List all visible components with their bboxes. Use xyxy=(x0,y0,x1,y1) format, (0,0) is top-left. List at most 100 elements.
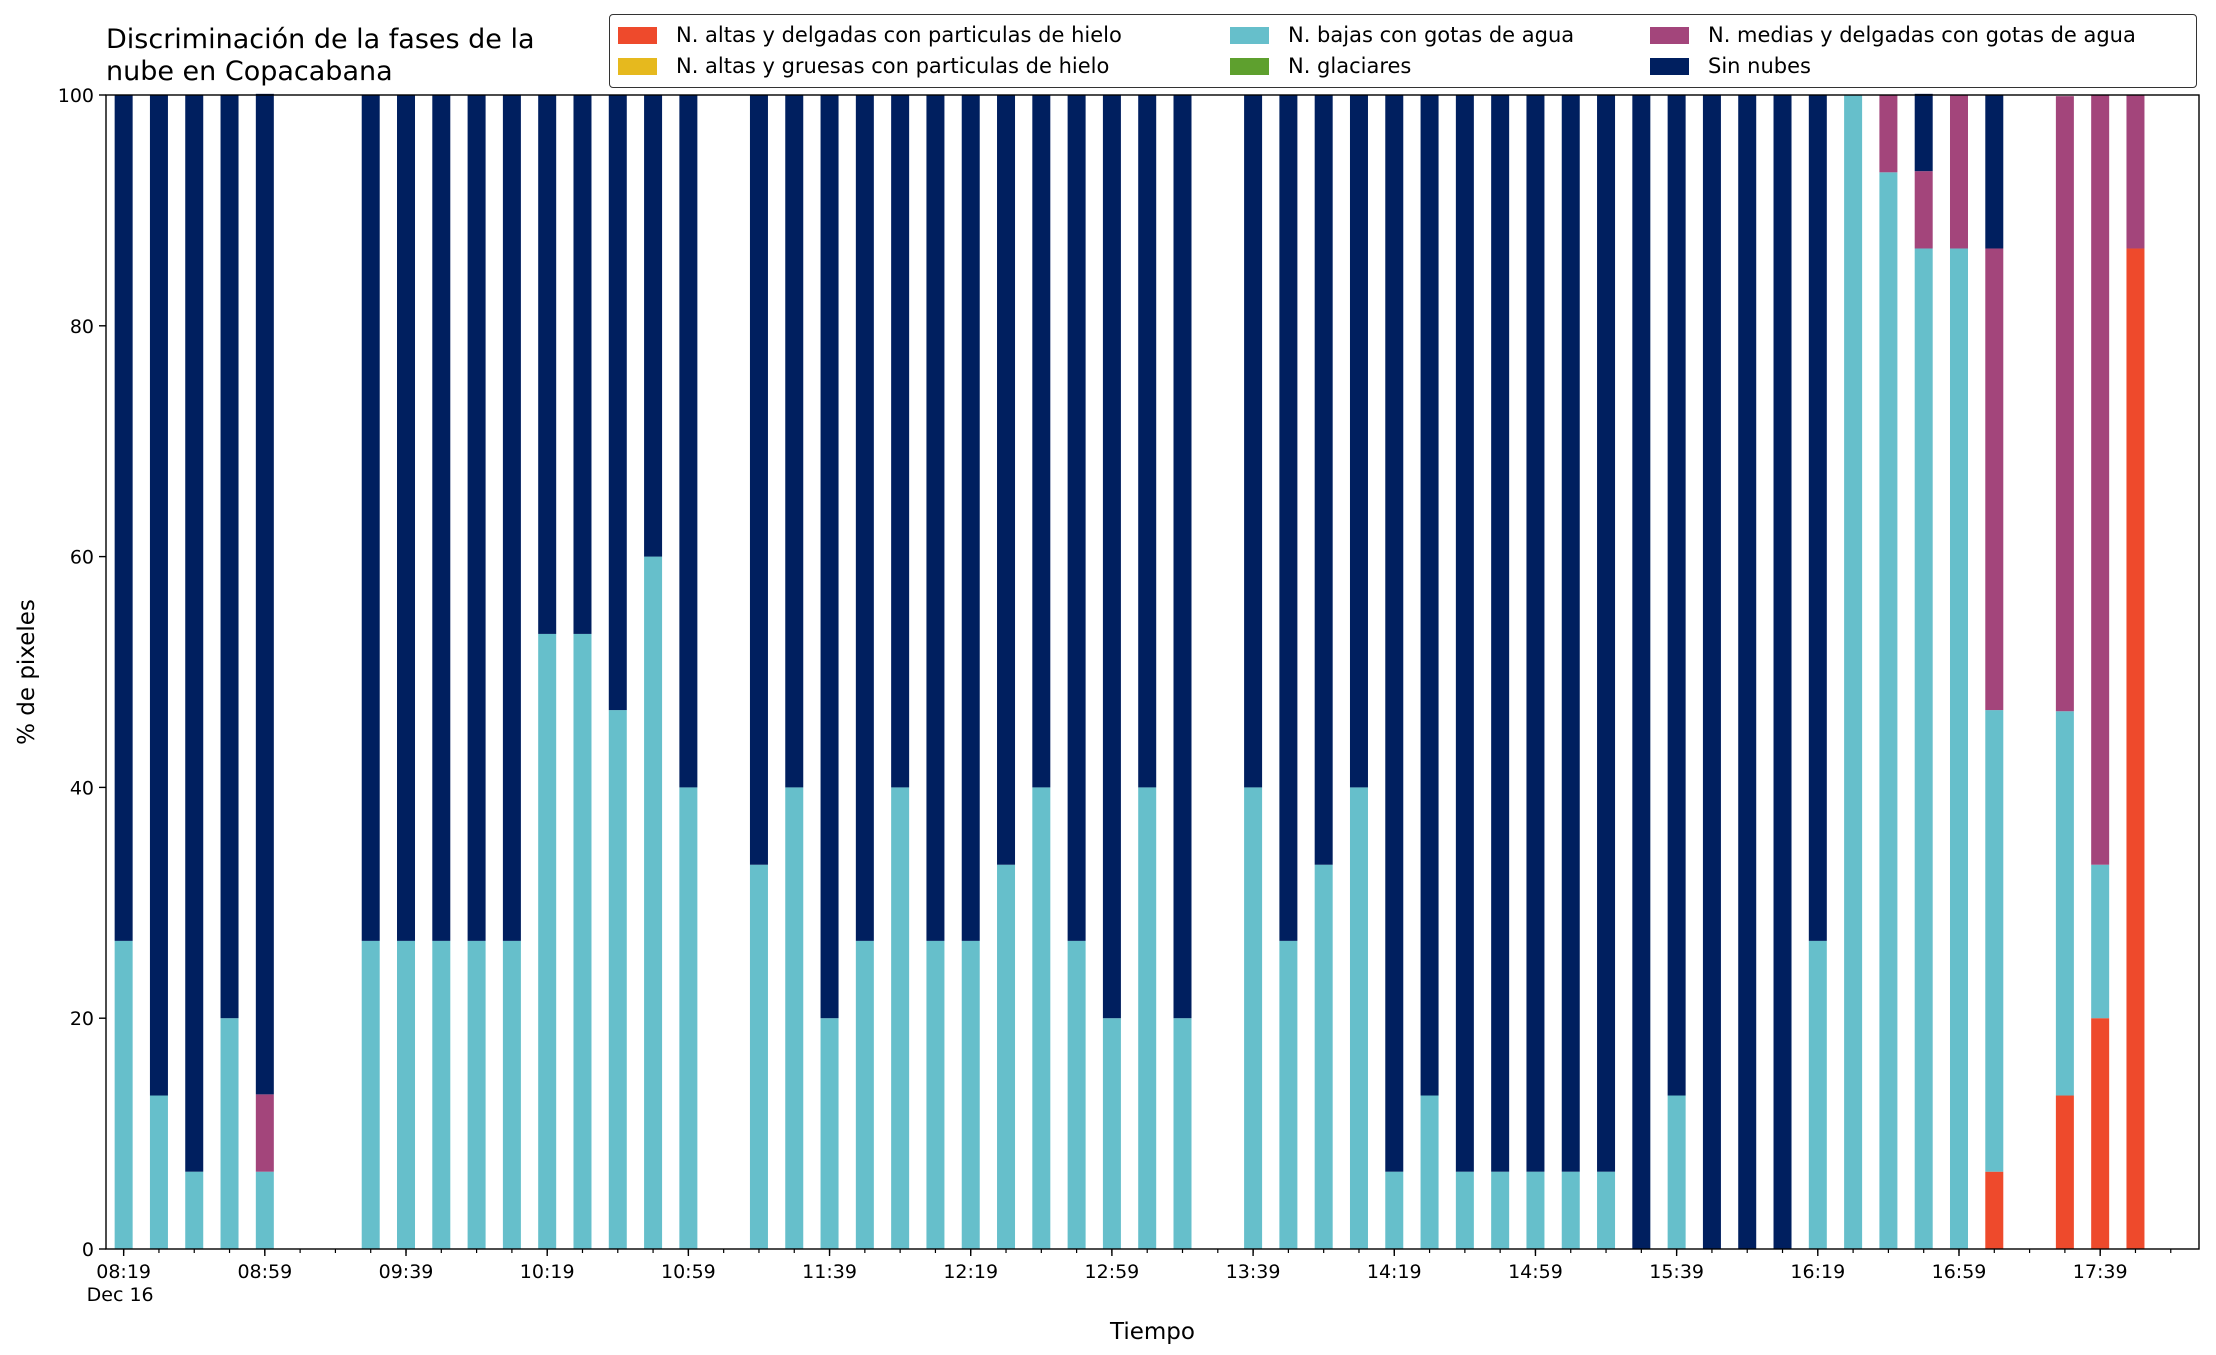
bar-segment xyxy=(1455,95,1474,1172)
x-tick-label: 12:59 xyxy=(1085,1261,1140,1283)
bar-segment xyxy=(397,95,416,941)
bar-segment xyxy=(1279,95,1298,941)
bar-segment xyxy=(1632,95,1651,1249)
x-tick-label: 12:19 xyxy=(943,1261,998,1283)
bar-segment xyxy=(785,95,804,788)
bar-segment xyxy=(1385,95,1404,1172)
bar-segment xyxy=(1314,95,1333,865)
bar-segment xyxy=(2126,248,2145,1249)
bar-segment xyxy=(891,95,910,788)
bar-segment xyxy=(502,95,521,941)
bar-segment xyxy=(961,940,980,1249)
x-tick-label: 09:39 xyxy=(379,1261,434,1283)
bar-segment xyxy=(785,787,804,1249)
bar-segment xyxy=(538,633,557,1249)
x-tick-label: 15:39 xyxy=(1649,1261,1704,1283)
bar-segment xyxy=(926,940,945,1249)
bar-segment xyxy=(1032,787,1051,1249)
bar-segment xyxy=(573,633,592,1249)
bar-segment xyxy=(1279,940,1298,1249)
bar-segment xyxy=(255,93,274,1095)
bar-segment xyxy=(891,787,910,1249)
bar-segment xyxy=(1526,1171,1545,1249)
bar-segment xyxy=(220,95,239,1019)
x-tick-label: 13:39 xyxy=(1226,1261,1281,1283)
bar-segment xyxy=(1914,248,1933,1249)
legend-swatch xyxy=(1650,27,1689,44)
bar-segment xyxy=(1067,95,1086,941)
x-tick-label: 11:39 xyxy=(802,1261,857,1283)
bar-segment xyxy=(855,95,874,941)
bar-segment xyxy=(255,1171,274,1249)
bar-segment xyxy=(1138,95,1157,788)
legend-swatch xyxy=(1230,27,1269,44)
bar-segment xyxy=(1844,95,1863,1249)
bar-segment xyxy=(1491,95,1510,1172)
bar-segment xyxy=(1455,1171,1474,1249)
bar-segment xyxy=(997,95,1016,865)
bar-segment xyxy=(1314,864,1333,1249)
bar-segment xyxy=(1138,787,1157,1249)
x-tick-label: 17:39 xyxy=(2073,1261,2128,1283)
bar-segment xyxy=(467,95,486,941)
x-date-label: Dec 16 xyxy=(87,1284,154,1306)
legend-label: N. altas y gruesas con particulas de hie… xyxy=(676,54,1110,78)
bar-segment xyxy=(855,940,874,1249)
bar-segment xyxy=(185,1171,204,1249)
legend-label: N. altas y delgadas con particulas de hi… xyxy=(676,23,1122,47)
bar-segment xyxy=(820,1018,839,1249)
bar-segment xyxy=(1773,95,1792,1249)
legend-label: N. glaciares xyxy=(1288,54,1412,78)
bar-segment xyxy=(1914,93,1933,172)
bar-segment xyxy=(1985,248,2004,711)
bar-segment xyxy=(679,787,698,1249)
legend-swatch xyxy=(1650,58,1689,75)
bar-segment xyxy=(1067,940,1086,1249)
bar-segment xyxy=(2091,864,2110,1019)
legend-swatch xyxy=(618,27,657,44)
y-axis-label: % de pixeles xyxy=(14,599,40,745)
legend: N. altas y delgadas con particulas de hi… xyxy=(609,14,2197,88)
bar-segment xyxy=(2055,711,2074,1096)
bar-segment xyxy=(1173,95,1192,1019)
bar-segment xyxy=(538,95,557,634)
bar-segment xyxy=(397,940,416,1249)
bar-segment xyxy=(1561,95,1580,1172)
y-tick-label: 80 xyxy=(70,316,94,338)
bar-segment xyxy=(1597,95,1616,1172)
x-tick-label: 16:19 xyxy=(1790,1261,1845,1283)
bar-segment xyxy=(644,95,663,557)
bar-segment xyxy=(1420,1095,1439,1249)
bar-segment xyxy=(1667,95,1686,1096)
bar-segment xyxy=(1173,1018,1192,1249)
bar-segment xyxy=(2091,1018,2110,1249)
bar-segment xyxy=(185,95,204,1172)
bar-segment xyxy=(467,940,486,1249)
bar-segment xyxy=(1738,95,1757,1249)
bar-segment xyxy=(361,940,380,1249)
bar-segment xyxy=(1597,1171,1616,1249)
bar-segment xyxy=(2091,95,2110,865)
bar-segment xyxy=(1102,95,1121,1019)
bar-segment xyxy=(432,940,451,1249)
bar-segment xyxy=(1808,95,1827,941)
y-tick-label: 60 xyxy=(70,547,94,569)
bar-segment xyxy=(749,864,768,1249)
bar-segment xyxy=(220,1018,239,1249)
legend-label: Sin nubes xyxy=(1708,54,1811,78)
legend-swatch xyxy=(1230,58,1269,75)
bar-segment xyxy=(1879,95,1898,173)
bar-segment xyxy=(608,95,627,711)
bar-segment xyxy=(1985,1171,2004,1249)
bar-segment xyxy=(1808,940,1827,1249)
x-tick-label: 14:59 xyxy=(1508,1261,1563,1283)
bar-segment xyxy=(1914,171,1933,249)
x-tick-label: 08:19 xyxy=(96,1261,151,1283)
y-tick-label: 100 xyxy=(58,85,94,107)
bar-segment xyxy=(1667,1095,1686,1249)
bar-segment xyxy=(432,95,451,941)
y-tick-label: 20 xyxy=(70,1008,94,1030)
bar-segment xyxy=(1879,172,1898,1249)
legend-label: N. medias y delgadas con gotas de agua xyxy=(1708,23,2136,47)
